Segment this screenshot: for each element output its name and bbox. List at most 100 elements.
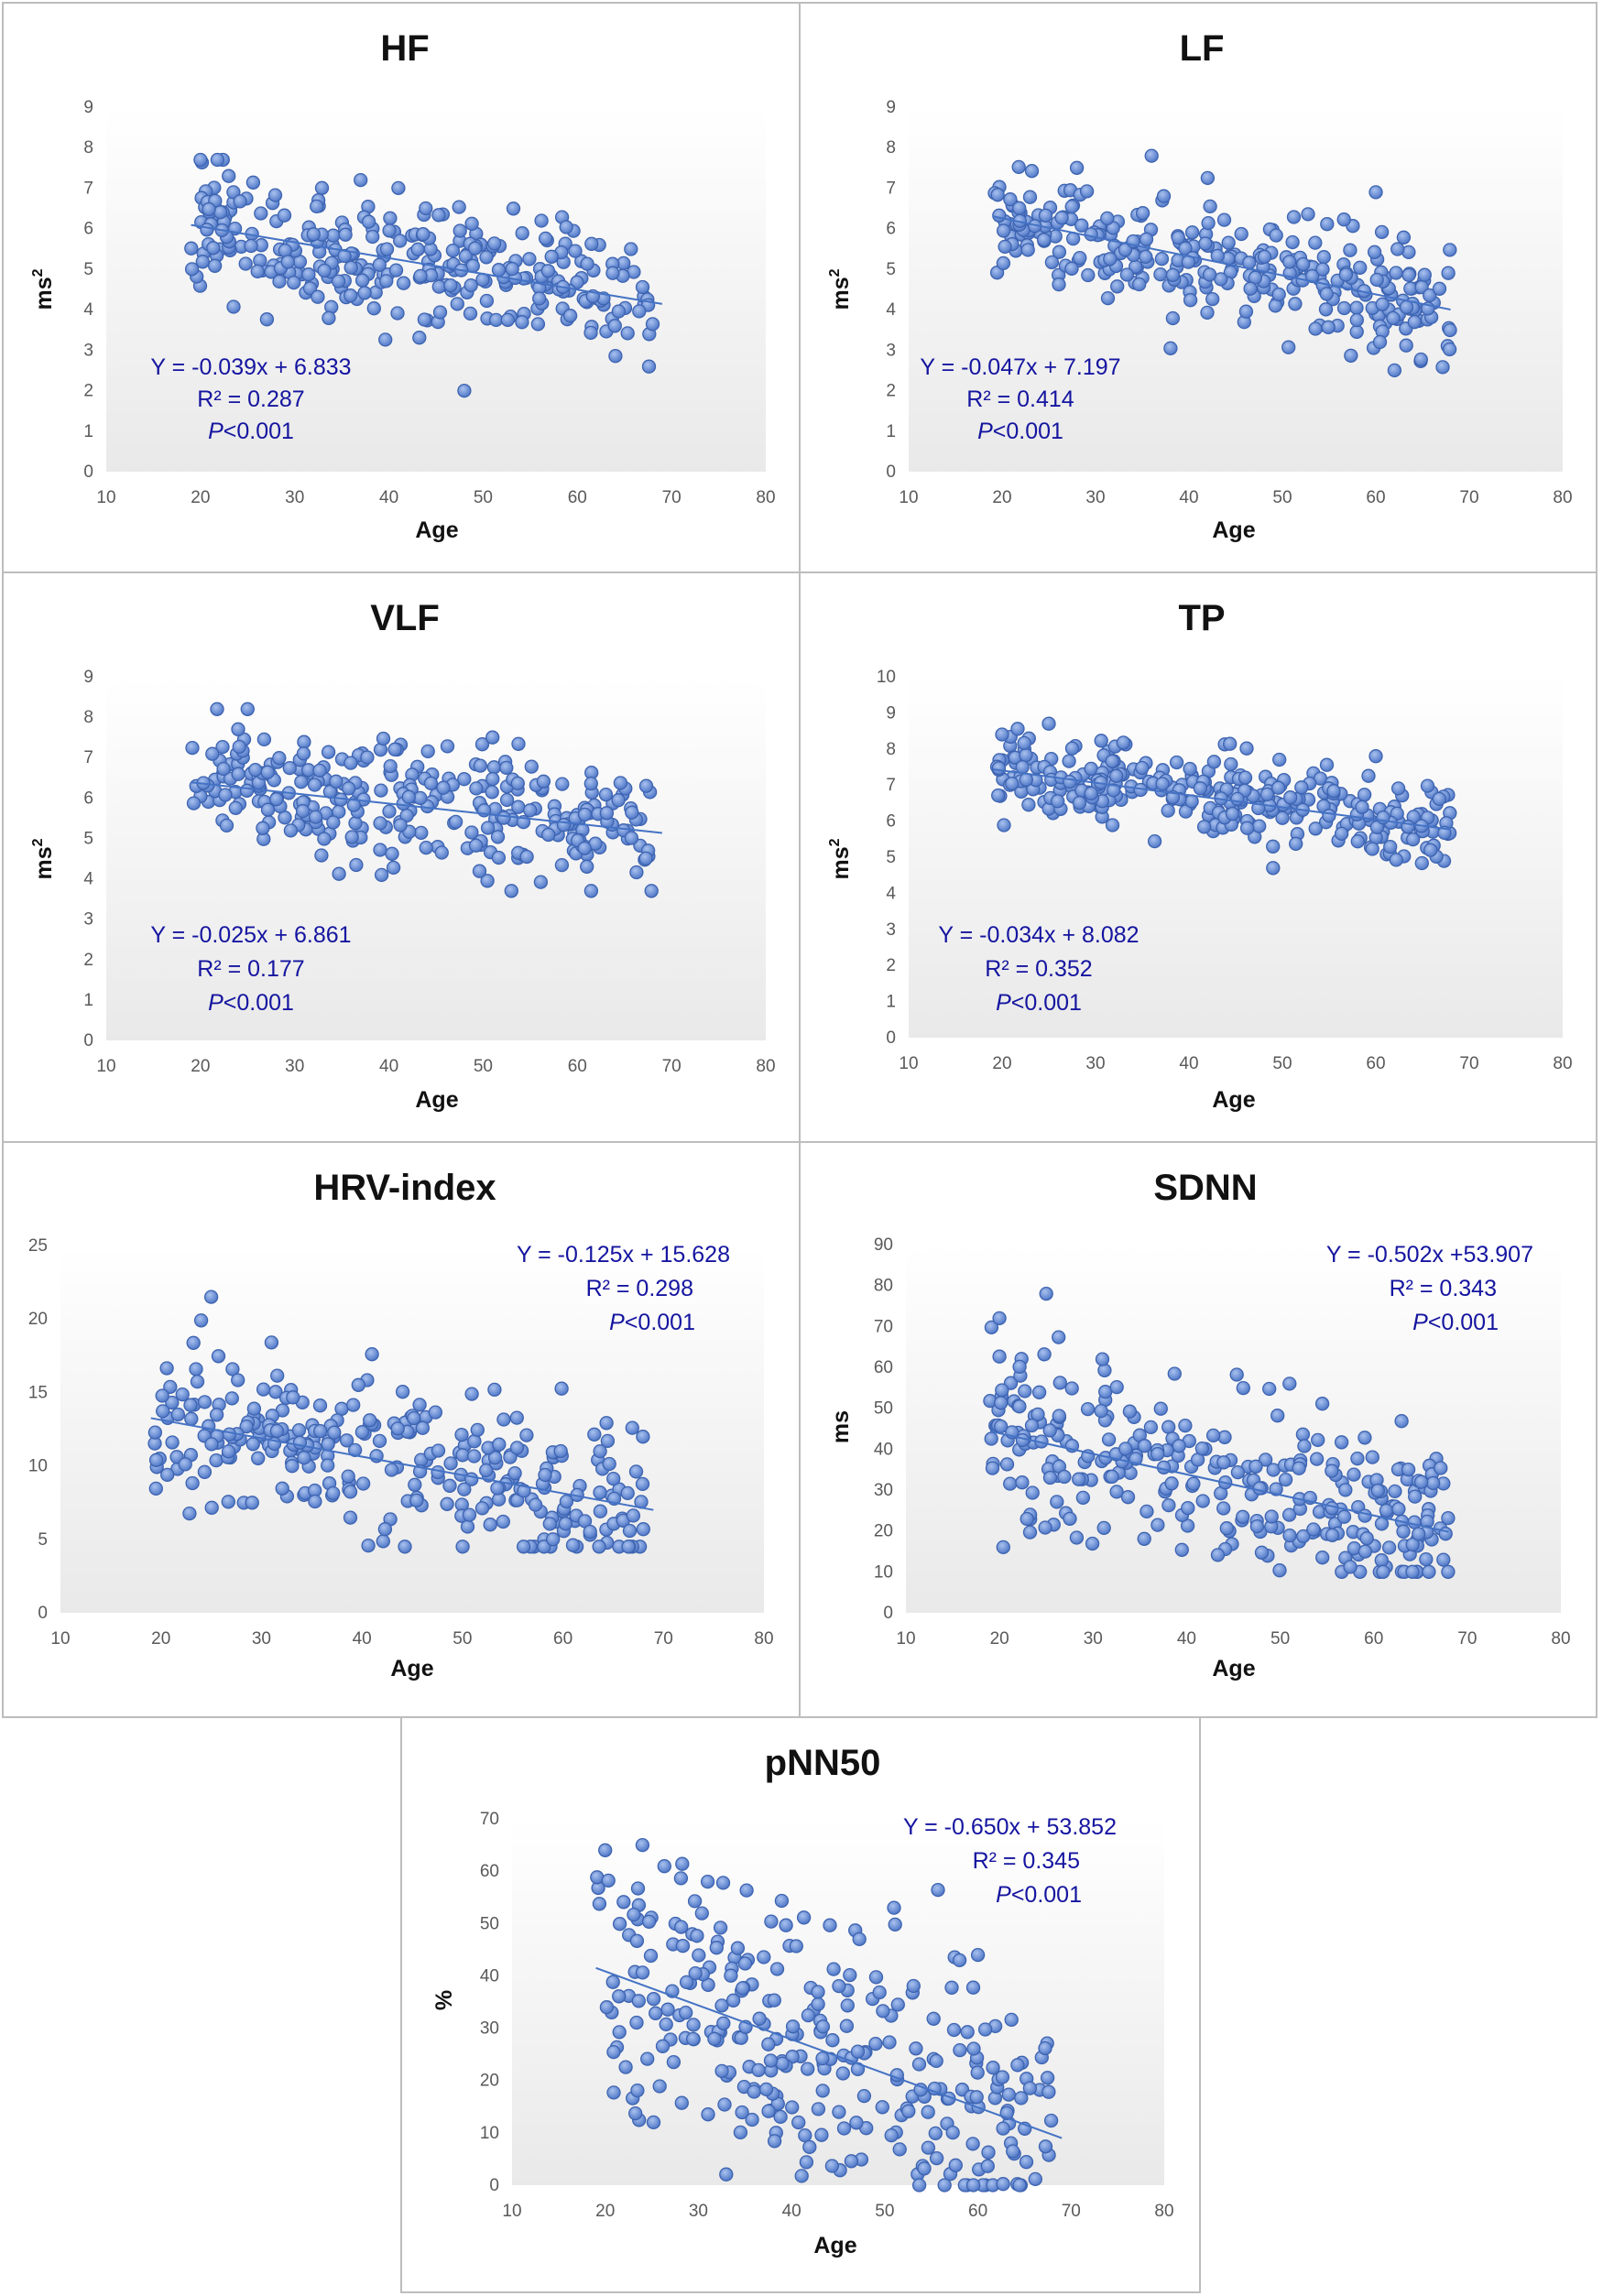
scatter-point xyxy=(1051,794,1065,809)
scatter-point xyxy=(442,1478,457,1493)
scatter-point xyxy=(540,264,556,278)
scatter-point xyxy=(245,1437,260,1452)
scatter-point xyxy=(1262,1381,1277,1397)
scatter-point xyxy=(239,783,255,798)
scatter-point xyxy=(1425,1475,1441,1491)
x-tick-label: 50 xyxy=(453,1629,472,1649)
scatter-point xyxy=(761,2104,776,2118)
scatter-point xyxy=(996,256,1011,271)
scatter-point xyxy=(965,2137,980,2151)
scatter-point xyxy=(1022,190,1038,204)
x-tick-label: 80 xyxy=(1551,1629,1570,1649)
scatter-point xyxy=(231,1373,245,1387)
scatter-point xyxy=(559,220,573,234)
scatter-point xyxy=(515,315,529,330)
chart-panel-vlf: VLF 0 1 2 3 4 5 6 7 8 9 10 20 30 40 50 60 70 80 Age ms2 Y = -… xyxy=(2,571,801,1143)
scatter-point xyxy=(1386,310,1401,326)
scatter-point xyxy=(1015,1475,1030,1490)
scatter-point xyxy=(306,227,321,242)
scatter-point xyxy=(635,1837,650,1853)
y-tick-label: 1 xyxy=(886,993,896,1012)
scatter-point xyxy=(204,1500,219,1515)
scatter-point xyxy=(1044,255,1060,270)
y-tick-label: 10 xyxy=(28,1457,48,1476)
regression-equation: Y = -0.502x +53.907 xyxy=(1326,1242,1533,1268)
scatter-point xyxy=(377,1522,393,1537)
scatter-point xyxy=(222,1427,237,1442)
scatter-point xyxy=(627,1907,641,1922)
scatter-point xyxy=(1105,818,1120,832)
scatter-point xyxy=(635,1476,650,1492)
scatter-point xyxy=(326,228,341,243)
scatter-point xyxy=(496,811,511,825)
scatter-point xyxy=(584,236,599,251)
scatter-point xyxy=(1219,1521,1234,1536)
scatter-point xyxy=(1315,262,1330,277)
scatter-point xyxy=(1358,1544,1373,1559)
scatter-point xyxy=(432,305,448,320)
scatter-point xyxy=(384,1463,399,1477)
scatter-point xyxy=(1181,1500,1195,1516)
y-tick-label: 10 xyxy=(877,668,896,687)
scatter-point xyxy=(272,751,287,766)
scatter-point xyxy=(794,2169,809,2183)
y-axis-label: ms2 xyxy=(827,268,854,310)
scatter-point xyxy=(351,1377,365,1392)
scatter-point xyxy=(500,312,515,327)
scatter-point xyxy=(1154,252,1170,267)
scatter-point xyxy=(1286,210,1302,224)
y-tick-label: 50 xyxy=(874,1399,893,1419)
scatter-point xyxy=(1010,2058,1025,2073)
scatter-point xyxy=(419,201,433,216)
scatter-point xyxy=(643,1948,659,1964)
scatter-point xyxy=(1052,1330,1066,1344)
scatter-point xyxy=(1165,310,1181,326)
scatter-point xyxy=(565,1538,581,1552)
scatter-point xyxy=(473,758,488,773)
scatter-point xyxy=(506,201,521,216)
scatter-point xyxy=(1249,1459,1263,1474)
x-tick-label: 10 xyxy=(96,1057,115,1076)
scatter-point xyxy=(297,1451,311,1465)
scatter-point xyxy=(272,274,287,289)
scatter-point xyxy=(583,884,599,898)
scatter-point xyxy=(1183,293,1198,308)
scatter-point xyxy=(1193,781,1208,796)
regression-line xyxy=(595,1966,1063,2139)
scatter-point xyxy=(1037,1347,1052,1362)
scatter-point xyxy=(568,244,583,258)
scatter-point xyxy=(931,1882,945,1898)
scatter-point xyxy=(343,1485,358,1499)
scatter-point xyxy=(1040,2071,1055,2085)
scatter-point xyxy=(206,241,221,256)
regression-line xyxy=(992,215,1451,311)
scatter-point xyxy=(159,1361,174,1376)
scatter-point xyxy=(388,263,404,277)
y-tick-label: 1 xyxy=(886,422,896,441)
scatter-point xyxy=(264,1335,279,1350)
scatter-point xyxy=(1004,2012,1019,2028)
scatter-point xyxy=(1005,776,1020,791)
scatter-point xyxy=(745,2112,759,2127)
scatter-point xyxy=(1441,1510,1456,1526)
y-axis-label: ms2 xyxy=(827,838,854,879)
x-tick-label: 60 xyxy=(1364,1629,1383,1649)
scatter-point xyxy=(799,2155,814,2170)
scatter-point xyxy=(1289,836,1303,852)
scatter-point xyxy=(1405,1537,1420,1552)
scatter-point xyxy=(1443,322,1457,338)
y-tick-label: 7 xyxy=(886,776,896,795)
scatter-point xyxy=(386,860,401,876)
scatter-point xyxy=(921,2105,935,2119)
y-tick-label: 0 xyxy=(83,462,93,482)
scatter-point xyxy=(1184,225,1200,240)
x-tick-label: 60 xyxy=(1366,1054,1385,1073)
scatter-point xyxy=(1283,790,1298,805)
scatter-point xyxy=(629,865,644,880)
scatter-point xyxy=(463,306,478,321)
scatter-point xyxy=(457,1482,472,1496)
scatter-point xyxy=(278,243,292,258)
scatter-point xyxy=(700,1874,715,1889)
y-tick-label: 3 xyxy=(83,910,93,930)
regression-equation: Y = -0.025x + 6.861 xyxy=(150,922,351,948)
